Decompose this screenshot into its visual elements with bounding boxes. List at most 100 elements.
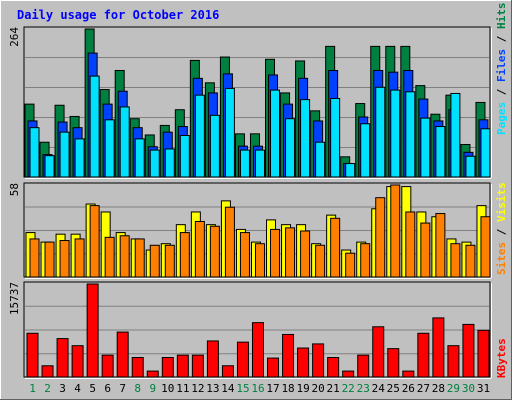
x-tick-label-day-9: 9: [149, 382, 156, 395]
bar-kbytes-day-9: [146, 370, 159, 378]
bar-sites-day-22: [345, 252, 356, 278]
bar-kbytes-day-18: [282, 333, 295, 378]
bar-pages-day-24: [375, 86, 386, 178]
bar-pages-day-2: [44, 155, 55, 178]
bar-pages-day-27: [420, 117, 431, 178]
bar-kbytes-day-17: [267, 357, 280, 378]
bar-sites-day-14: [224, 206, 235, 278]
bar-sites-day-16: [254, 243, 265, 278]
bar-pages-day-12: [194, 94, 205, 178]
bar-pages-day-28: [435, 126, 446, 178]
x-tick-label-day-21: 21: [327, 382, 340, 395]
page-title: Daily usage for October 2016: [17, 8, 220, 22]
bar-sites-day-11: [179, 232, 190, 278]
bar-kbytes-day-7: [116, 331, 129, 378]
x-tick-label-day-15: 15: [236, 382, 249, 395]
bar-pages-day-15: [239, 149, 250, 178]
bar-kbytes-day-31: [477, 329, 490, 378]
bar-pages-day-9: [149, 149, 160, 178]
x-tick-label-day-26: 26: [402, 382, 415, 395]
x-tick-label-day-29: 29: [447, 382, 460, 395]
bar-sites-day-3: [59, 240, 70, 278]
bar-pages-day-26: [405, 91, 416, 178]
bar-sites-day-15: [239, 232, 250, 278]
legend-middle: Sites / Visits: [495, 182, 508, 275]
bar-sites-day-28: [435, 213, 446, 278]
legend-kbytes: KBytes: [495, 338, 508, 378]
bar-sites-day-27: [420, 222, 431, 278]
bar-kbytes-day-30: [462, 323, 475, 378]
bar-kbytes-day-14: [221, 365, 234, 378]
bar-pages-day-23: [360, 123, 371, 178]
bar-sites-day-30: [465, 244, 476, 278]
legend-visits: Visits: [495, 182, 508, 222]
x-tick-label-day-18: 18: [281, 382, 294, 395]
bar-pages-day-8: [134, 138, 145, 178]
bar-pages-day-4: [74, 138, 85, 178]
legend-pages: Pages: [495, 102, 508, 135]
bar-kbytes-day-5: [86, 283, 99, 378]
bar-pages-day-18: [285, 118, 296, 178]
bar-sites-day-17: [270, 228, 281, 278]
x-tick-label-day-8: 8: [134, 382, 141, 395]
bar-kbytes-day-1: [26, 332, 39, 378]
bar-sites-day-1: [29, 238, 40, 278]
bar-pages-day-17: [270, 89, 281, 178]
bar-sites-day-21: [330, 217, 341, 278]
x-tick-label-day-30: 30: [462, 382, 475, 395]
bar-kbytes-day-22: [342, 370, 355, 378]
bar-pages-day-16: [254, 149, 265, 178]
bar-kbytes-day-11: [176, 354, 189, 378]
bar-kbytes-day-27: [417, 332, 430, 378]
bar-pages-day-30: [465, 155, 476, 178]
legend-bottom: KBytes: [495, 338, 508, 378]
bar-pages-day-25: [390, 89, 401, 178]
bar-pages-day-7: [119, 106, 130, 178]
bar-kbytes-day-13: [206, 340, 219, 378]
bar-sites-day-8: [134, 238, 145, 278]
x-tick-label-day-27: 27: [417, 382, 430, 395]
bar-kbytes-day-20: [312, 343, 325, 378]
x-tick-label-day-19: 19: [296, 382, 309, 395]
bar-kbytes-day-25: [387, 348, 400, 378]
bar-kbytes-day-10: [161, 356, 174, 378]
x-tick-label-day-1: 1: [29, 382, 36, 395]
bar-sites-day-9: [149, 244, 160, 278]
bar-sites-day-12: [194, 220, 205, 278]
bar-pages-day-22: [345, 163, 356, 178]
legend-separator: /: [495, 222, 508, 242]
x-tick-label-day-17: 17: [266, 382, 279, 395]
x-tick-label-day-24: 24: [372, 382, 386, 395]
bar-pages-day-1: [29, 127, 40, 178]
x-tick-label-day-20: 20: [312, 382, 325, 395]
bar-kbytes-day-8: [131, 356, 144, 378]
bar-sites-day-6: [104, 236, 115, 278]
bar-pages-day-19: [300, 99, 311, 178]
bar-pages-day-5: [89, 75, 100, 178]
bar-sites-day-31: [480, 216, 491, 278]
bar-kbytes-day-2: [41, 365, 54, 378]
bar-pages-day-20: [315, 141, 326, 178]
x-tick-label-day-2: 2: [44, 382, 51, 395]
bar-kbytes-day-28: [432, 317, 445, 378]
bar-sites-day-24: [375, 197, 386, 278]
bar-kbytes-day-12: [191, 354, 204, 378]
bar-sites-day-23: [360, 243, 371, 278]
legend-separator: /: [495, 29, 508, 49]
bar-sites-day-10: [164, 244, 175, 278]
legend-separator: /: [495, 82, 508, 102]
x-tick-label-day-10: 10: [161, 382, 174, 395]
bar-kbytes-day-19: [297, 347, 310, 378]
bar-kbytes-day-23: [357, 354, 370, 378]
bar-sites-day-2: [44, 241, 55, 278]
x-tick-label-day-16: 16: [251, 382, 264, 395]
x-tick-label-day-3: 3: [59, 382, 66, 395]
y-max-label-bottom: 15737: [8, 282, 21, 315]
x-tick-label-day-11: 11: [176, 382, 189, 395]
x-tick-label-day-7: 7: [119, 382, 126, 395]
bar-sites-day-29: [450, 243, 461, 278]
bar-kbytes-day-15: [236, 341, 249, 378]
bar-kbytes-day-3: [56, 338, 69, 378]
bar-pages-day-6: [104, 119, 115, 178]
